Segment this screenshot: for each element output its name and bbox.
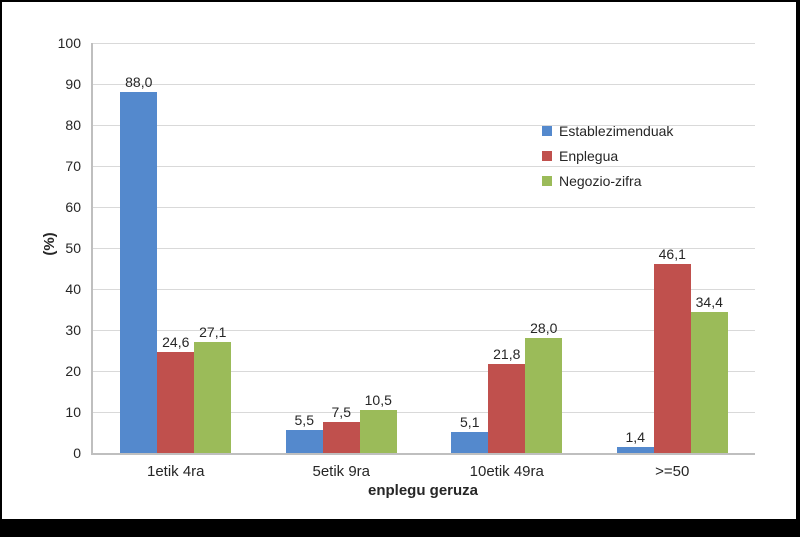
data-label: 5,1 [460,414,480,431]
y-tick-label: 80 [65,117,81,133]
legend-label: Enplegua [559,148,619,164]
legend: Establezimenduak Enplegua Negozio-zifra [542,123,673,198]
gridline [93,84,755,85]
data-label: 46,1 [658,245,686,262]
data-label: 88,0 [125,74,153,91]
gridline [93,330,755,331]
data-label: 28,0 [530,320,558,337]
y-tick-label: 90 [65,76,81,92]
legend-item: Establezimenduak [542,123,673,139]
y-tick-label: 100 [57,35,81,51]
y-tick-label: 30 [65,322,81,338]
x-category-label: 10etik 49ra [469,463,544,480]
x-axis-title: enplegu geruza [367,482,479,499]
gridline [93,412,755,413]
y-tick-label: 40 [65,281,81,297]
y-tick-label: 60 [65,199,81,215]
gridline [93,289,755,290]
bar-establezimenduak-3 [451,432,489,453]
legend-item: Enplegua [542,148,673,164]
gridline [93,207,755,208]
x-category-label: 5etik 9ra [312,463,371,480]
gridline [93,43,755,44]
bar-enplegua-1 [157,352,195,453]
gridline [93,166,755,167]
legend-label: Negozio-zifra [559,173,642,189]
plot-area: 88,0 24,6 27,1 5,5 7,5 10,5 5,1 21,8 28,0 1,4 46,1… [91,43,755,455]
bar-establezimenduak-4 [616,447,654,453]
y-tick-label: 70 [65,158,81,174]
data-label: 1,4 [625,429,645,446]
bar-enplegua-4 [653,264,691,453]
gridline [93,125,755,126]
legend-label: Establezimenduak [559,123,674,139]
data-label: 10,5 [364,391,392,408]
x-category-label: 1etik 4ra [146,463,205,480]
y-tick-label: 10 [65,404,81,420]
legend-swatch-enplegua [542,151,552,161]
bar-negozio-zifra-2 [359,409,397,453]
bar-negozio-zifra-3 [525,338,563,453]
data-label: 34,4 [695,293,723,310]
gridline [93,248,755,249]
x-category-label: >=50 [655,463,690,480]
y-axis-line [91,43,93,455]
data-label: 27,1 [199,323,227,340]
legend-swatch-negozio-zifra [542,176,552,186]
data-label: 24,6 [162,334,190,351]
x-axis-line [91,453,755,455]
y-tick-label: 50 [65,240,81,256]
gridline [93,371,755,372]
bar-enplegua-3 [488,363,526,453]
legend-swatch-establezimenduak [542,126,552,136]
y-tick-label: 0 [73,445,81,461]
data-label: 7,5 [331,404,351,421]
legend-item: Negozio-zifra [542,173,673,189]
bar-establezimenduak-2 [285,430,323,453]
bar-establezimenduak-1 [120,92,158,453]
y-tick-label: 20 [65,363,81,379]
bar-negozio-zifra-1 [194,341,232,453]
bar-enplegua-2 [322,422,360,453]
data-label: 5,5 [294,412,314,429]
bar-negozio-zifra-4 [690,311,728,453]
chart-canvas: (%) 88,0 24,6 27,1 5,5 7,5 10,5 5,1 21,8 28,0 1,4… [2,2,796,519]
data-label: 21,8 [493,345,521,362]
